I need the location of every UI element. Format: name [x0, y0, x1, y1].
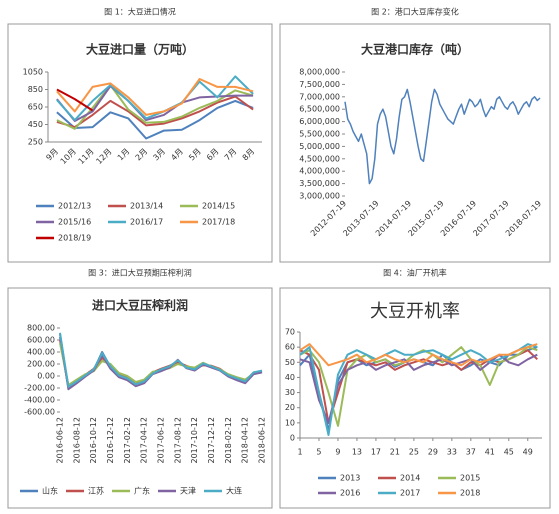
y-tick-label: 60 — [285, 343, 295, 352]
y-tick-label: 800.00 — [27, 324, 55, 333]
series-line — [56, 84, 254, 130]
y-tick-label: 200.00 — [27, 360, 55, 369]
y-tick-label: 450 — [28, 120, 43, 129]
x-tick-label: 1 — [297, 448, 302, 457]
x-tick-label: 2017-08-12 — [173, 417, 182, 464]
x-tick-label: 2017-06-12 — [157, 417, 166, 464]
x-tick-label: 2016-12-12 — [106, 417, 115, 464]
legend-label: 山东 — [42, 486, 58, 496]
chart-title: 进口大豆压榨利润 — [92, 298, 188, 313]
legend-label: 2018/19 — [58, 234, 91, 243]
y-tick-label: 7,000,000 — [299, 92, 340, 101]
x-tick-label: 2018-06-12 — [258, 417, 267, 464]
x-tick-label: 2016-08-12 — [72, 417, 81, 464]
series-line — [56, 78, 254, 116]
y-tick-label: 600.00 — [27, 336, 55, 345]
y-tick-label: 5,000,000 — [299, 142, 340, 151]
y-tick-label: 3,000,000 — [299, 192, 340, 201]
y-tick-label: 7,500,000 — [299, 80, 340, 89]
y-tick-label: 0 — [290, 434, 295, 443]
x-tick-label: 33 — [447, 448, 457, 457]
series-line — [56, 75, 254, 122]
series-line — [299, 343, 538, 436]
y-tick-label: 6,500,000 — [299, 105, 340, 114]
series-line — [56, 85, 254, 122]
x-tick-label: 2017-04-12 — [140, 417, 149, 464]
y-tick-label: -200.00 — [24, 384, 55, 393]
y-tick-label: 3,500,000 — [299, 179, 340, 188]
x-tick-label: 17 — [371, 448, 381, 457]
y-tick-label: 0.00 — [37, 372, 55, 381]
y-tick-label: 8,000,000 — [299, 68, 340, 77]
legend-label: 2018 — [460, 489, 480, 498]
series-line — [299, 343, 538, 367]
y-tick-label: 20 — [285, 403, 295, 412]
panel — [279, 23, 551, 263]
series-line — [56, 88, 94, 112]
x-tick-label: 2017-12-12 — [207, 417, 216, 464]
caption: 图 1：大豆进口情况 — [104, 7, 176, 17]
y-tick-label: 5,500,000 — [299, 130, 340, 139]
legend-label: 江苏 — [88, 486, 104, 496]
x-tick-label: 21 — [390, 448, 400, 457]
x-tick-label: 13 — [352, 448, 362, 457]
y-tick-label: -600.00 — [24, 408, 55, 417]
y-tick-label: 1050 — [23, 68, 43, 77]
x-tick-label: 25 — [409, 448, 419, 457]
legend-label: 2017/18 — [202, 218, 235, 227]
legend-label: 2017 — [400, 489, 420, 498]
x-tick-label: 2016-06-12 — [56, 417, 65, 464]
y-tick-label: 50 — [285, 358, 295, 367]
series-line — [56, 99, 254, 140]
x-tick-label: 9 — [335, 448, 340, 457]
y-tick-label: 400.00 — [27, 348, 55, 357]
legend-label: 2014/15 — [202, 202, 235, 211]
y-tick-label: 40 — [285, 373, 295, 382]
x-tick-label: 2016-10-12 — [89, 417, 98, 464]
caption: 图 2：港口大豆库存变化 — [371, 7, 459, 17]
y-tick-label: -400.00 — [24, 396, 55, 405]
legend-label: 2012/13 — [58, 202, 91, 211]
x-tick-label: 45 — [504, 448, 514, 457]
y-tick-label: 4,000,000 — [299, 167, 340, 176]
x-tick-label: 2017-02-12 — [123, 417, 132, 464]
y-tick-label: 70 — [285, 328, 295, 337]
y-tick-label: 250 — [28, 138, 43, 147]
legend-label: 广东 — [134, 486, 150, 496]
legend-label: 2015/16 — [58, 218, 91, 227]
series-line — [56, 95, 254, 129]
chart-title: 大豆开机率 — [370, 301, 460, 322]
x-tick-label: 5 — [316, 448, 321, 457]
legend-label: 2013 — [340, 474, 360, 483]
y-tick-label: 650 — [28, 103, 43, 112]
legend-label: 2016 — [340, 489, 360, 498]
x-tick-label: 41 — [485, 448, 495, 457]
chart-title: 大豆港口库存（吨） — [361, 42, 469, 57]
legend-label: 2014 — [400, 474, 420, 483]
y-tick-label: 4,500,000 — [299, 154, 340, 163]
series-line — [344, 88, 541, 185]
x-tick-label: 2018-02-12 — [224, 417, 233, 464]
chart-title: 大豆进口量（万吨） — [86, 42, 194, 57]
legend-label: 大连 — [226, 486, 242, 496]
series-line — [59, 332, 263, 388]
y-tick-label: 850 — [28, 85, 43, 94]
y-tick-label: 10 — [285, 418, 295, 427]
legend-label: 2013/14 — [130, 202, 163, 211]
x-tick-label: 2017-10-12 — [190, 417, 199, 464]
y-tick-label: 6,000,000 — [299, 117, 340, 126]
legend-label: 2016/17 — [130, 218, 163, 227]
x-tick-label: 49 — [523, 448, 533, 457]
x-tick-label: 2018-04-12 — [241, 417, 250, 464]
x-tick-label: 29 — [428, 448, 438, 457]
panel — [7, 287, 273, 509]
y-tick-label: 30 — [285, 388, 295, 397]
legend-label: 2015 — [460, 474, 480, 483]
legend-label: 天津 — [180, 486, 196, 496]
caption: 图 4：油厂开机率 — [383, 268, 447, 278]
caption: 图 3：进口大豆预期压榨利润 — [88, 268, 192, 278]
x-tick-label: 37 — [466, 448, 476, 457]
